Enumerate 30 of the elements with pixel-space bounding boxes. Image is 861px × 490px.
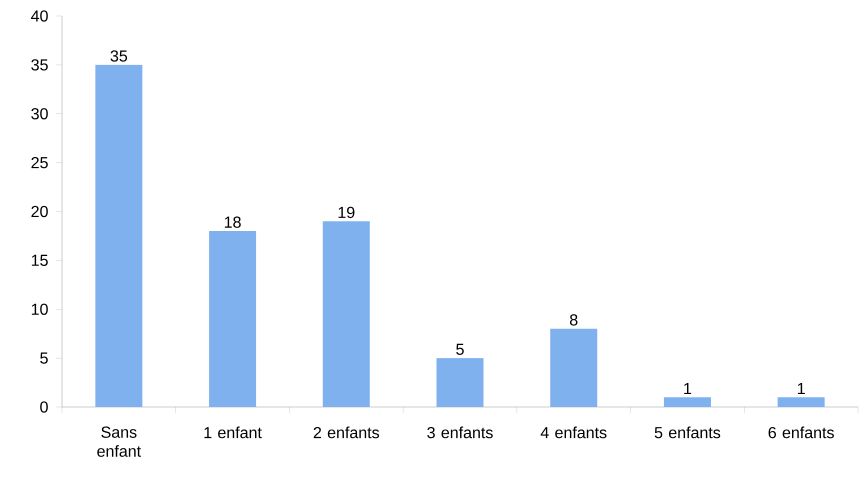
x-tick-label: 6 enfants [768,426,834,438]
data-label: 35 [110,50,128,62]
x-tick-label: 5 enfants [654,426,720,438]
data-label: 8 [570,314,578,326]
bar [209,231,256,407]
data-label: 1 [798,383,805,394]
bar [322,221,370,407]
x-tick-label: 2 enfants [314,426,380,438]
y-tick-label: 0 [40,401,48,413]
data-label: 18 [224,216,241,228]
bar [95,64,142,407]
y-tick-label: 20 [31,206,48,218]
data-label: 19 [338,206,354,218]
bar [436,358,484,407]
data-label: 1 [684,383,692,394]
y-tick-label: 35 [31,59,48,71]
y-tick-label: 15 [32,254,48,266]
y-tick-label: 40 [31,10,48,22]
x-tick-label: 4 enfants [540,426,606,438]
y-tick-label: 5 [40,352,48,364]
y-tick-label: 25 [31,156,48,168]
bar [664,397,711,407]
y-tick-label: 10 [32,304,48,315]
y-tick-label: 30 [31,108,48,120]
bar [778,397,825,407]
x-tick-label: 3 enfants [427,426,493,438]
x-tick-label: 1 enfant [204,426,262,438]
bar [550,328,598,407]
data-label: 5 [456,344,464,355]
x-tick-label: Sans enfant [97,426,141,457]
